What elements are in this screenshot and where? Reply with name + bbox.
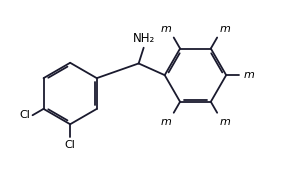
Text: m: m [161,116,172,127]
Text: Cl: Cl [19,110,30,120]
Text: m: m [243,70,254,80]
Text: m: m [161,24,172,34]
Text: Cl: Cl [65,140,76,150]
Text: m: m [219,116,230,127]
Text: NH₂: NH₂ [133,32,155,45]
Text: m: m [219,24,230,34]
